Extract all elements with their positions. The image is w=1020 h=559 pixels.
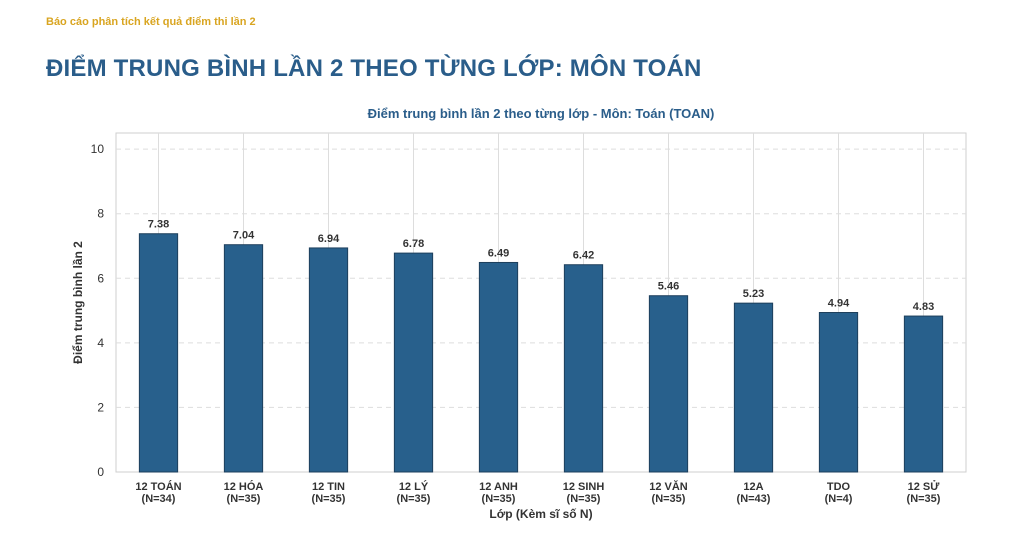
y-tick-label: 6 <box>97 271 104 285</box>
y-tick-label: 10 <box>91 142 105 156</box>
x-tick-label: 12 SINH <box>563 481 605 493</box>
x-tick-count-label: (N=35) <box>652 493 686 505</box>
x-tick-label: 12 ANH <box>479 481 518 493</box>
x-tick-label: TDO <box>827 481 851 493</box>
page-title: ĐIỂM TRUNG BÌNH LẦN 2 THEO TỪNG LỚP: MÔN… <box>46 55 702 82</box>
bar <box>308 247 349 473</box>
bar <box>393 252 434 473</box>
bar <box>903 315 944 473</box>
chart-title: Điểm trung bình lần 2 theo từng lớp - Mô… <box>368 106 715 121</box>
y-tick-label: 0 <box>97 465 104 479</box>
bar <box>223 244 264 473</box>
x-axis-categories: 12 TOÁN(N=34)12 HÓA(N=35)12 TIN(N=35)12 … <box>135 480 940 505</box>
x-tick-count-label: (N=35) <box>312 493 346 505</box>
bar-value-label: 6.78 <box>403 238 424 250</box>
x-tick-count-label: (N=35) <box>567 493 601 505</box>
x-tick-label: 12A <box>743 481 763 493</box>
x-tick-label: 12 LÝ <box>399 480 429 493</box>
y-tick-label: 8 <box>97 207 104 221</box>
bar <box>733 302 774 473</box>
x-tick-count-label: (N=43) <box>737 493 771 505</box>
bar-value-label: 4.83 <box>913 301 934 313</box>
y-axis-ticks: 0 2 4 6 8 10 <box>91 142 105 479</box>
bar-value-label: 5.46 <box>658 281 679 293</box>
bars: 7.38 7.04 6.94 6.78 6.49 6.42 5.46 5.23 4.94 4.83 <box>138 219 944 473</box>
x-tick-label: 12 SỬ <box>908 480 941 493</box>
y-tick-label: 4 <box>97 336 104 350</box>
bar-value-label: 6.49 <box>488 247 509 259</box>
x-axis-label: Lớp (Kèm sĩ số N) <box>489 507 592 521</box>
y-axis-label: Điểm trung bình lần 2 <box>71 241 85 364</box>
x-tick-label: 12 TOÁN <box>135 480 181 493</box>
bar-value-label: 4.94 <box>828 298 850 310</box>
bar <box>478 261 519 473</box>
bar <box>563 264 604 473</box>
x-tick-count-label: (N=35) <box>482 493 516 505</box>
report-label: Báo cáo phân tích kết quả điểm thi lần 2 <box>46 16 256 28</box>
x-tick-count-label: (N=35) <box>907 493 941 505</box>
x-tick-count-label: (N=34) <box>142 493 176 505</box>
x-tick-count-label: (N=4) <box>825 493 853 505</box>
bar <box>818 312 859 473</box>
bar-value-label: 6.94 <box>318 233 340 245</box>
x-tick-count-label: (N=35) <box>227 493 261 505</box>
bar-value-label: 7.38 <box>148 219 169 231</box>
bar-value-label: 5.23 <box>743 288 764 300</box>
x-tick-label: 12 HÓA <box>224 480 264 493</box>
bar-value-label: 6.42 <box>573 250 594 262</box>
x-tick-label: 12 TIN <box>312 481 345 493</box>
bar <box>648 295 689 473</box>
y-tick-label: 2 <box>97 400 104 414</box>
bar-value-label: 7.04 <box>233 230 255 242</box>
x-tick-label: 12 VĂN <box>649 480 688 493</box>
x-tick-count-label: (N=35) <box>397 493 431 505</box>
bar <box>138 233 179 473</box>
